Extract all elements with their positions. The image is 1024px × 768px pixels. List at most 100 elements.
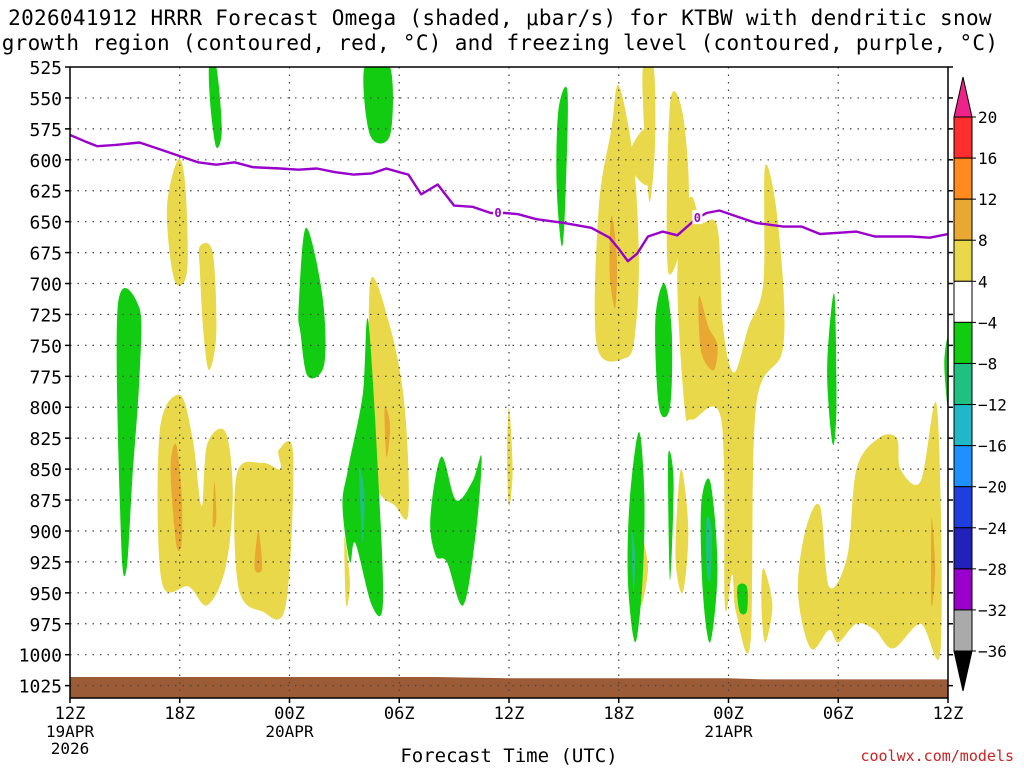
y-tick-label-825: 825: [29, 429, 62, 450]
x-tick-date-12: 20APR: [265, 722, 314, 741]
omega-region-17: [212, 481, 217, 528]
colorbar-segment-8: [953, 445, 973, 488]
omega-region-21: [698, 295, 718, 371]
y-tick-label-550: 550: [29, 89, 62, 110]
omega-region-10: [677, 164, 785, 654]
omega-region-36: [944, 337, 948, 408]
omega-region-16: [170, 443, 183, 552]
x-tick-label-12: 00Z: [274, 704, 305, 724]
colorbar-label-10: −24: [978, 519, 1007, 538]
y-tick-label-575: 575: [29, 120, 62, 141]
x-tick-label-0: 12Z: [55, 704, 86, 724]
y-axis: 525 550 575 600 625 650 675 700 725 750 775 800 825 8…: [19, 58, 953, 698]
x-tick-label-42: 06Z: [823, 704, 854, 724]
y-tick-label-775: 775: [29, 367, 62, 388]
y-tick-label-700: 700: [29, 275, 62, 296]
colorbar-segment-10: [953, 527, 973, 570]
colorbar-segment-6: [953, 362, 973, 406]
freezing-level-label-1: 0: [694, 211, 701, 225]
omega-region-28: [430, 455, 482, 606]
colorbar-label-9: −20: [978, 478, 1007, 497]
colorbar-segment-12: [953, 609, 973, 652]
omega-region-15: [797, 401, 942, 660]
colorbar-segment-0: [953, 116, 973, 159]
y-tick-label-900: 900: [29, 522, 62, 543]
omega-region-3: [234, 441, 294, 620]
x-tick-date-0: 19APR: [46, 722, 95, 741]
colorbar-segment-7: [953, 404, 973, 447]
x-tick-date-36: 21APR: [704, 722, 753, 741]
freezing-level-line: [70, 133, 948, 263]
x-tick-year-0: 2026: [51, 739, 90, 758]
credit-link[interactable]: coolwx.com/models: [860, 747, 1014, 765]
colorbar-segment-5: [953, 321, 973, 364]
omega-region-1: [198, 242, 217, 371]
omega-region-14: [761, 568, 773, 643]
colorbar-label-0: 20: [978, 108, 997, 127]
colorbar-label-6: −8: [978, 354, 997, 373]
omega-region-29: [556, 86, 568, 247]
x-tick-label-18: 06Z: [384, 704, 415, 724]
y-tick-label-650: 650: [29, 213, 62, 234]
colorbar-segment-4: [953, 280, 973, 323]
x-tick-label-48: 12Z: [933, 704, 964, 724]
omega-region-30: [627, 431, 645, 643]
colorbar: 20 16 12 8 4 −4 −8 −12 −16 −20 −24 −28 −32 −36: [953, 76, 1007, 692]
omega-region-0: [166, 158, 188, 286]
omega-region-7: [594, 84, 639, 362]
colorbar-label-3: 8: [978, 231, 988, 250]
colorbar-segment-9: [953, 486, 973, 529]
omega-region-18: [254, 531, 263, 573]
colorbar-label-2: 12: [978, 190, 997, 209]
y-tick-label-525: 525: [29, 58, 62, 79]
y-tick-label-675: 675: [29, 244, 62, 265]
omega-shading: [116, 67, 948, 660]
colorbar-label-12: −32: [978, 601, 1007, 620]
colorbar-label-1: 16: [978, 149, 997, 168]
omega-region-24: [363, 67, 393, 144]
omega-region-6: [507, 407, 513, 507]
y-tick-label-875: 875: [29, 491, 62, 512]
colorbar-label-13: −36: [978, 642, 1007, 661]
y-tick-label-1000: 1000: [19, 646, 62, 667]
colorbar-segment-3: [953, 239, 973, 282]
chart-title-line-1: 2026041912 HRRR Forecast Omega (shaded, …: [8, 6, 992, 30]
omega-region-8: [627, 128, 650, 186]
omega-region-19: [384, 406, 391, 457]
omega-region-37: [358, 467, 365, 544]
y-tick-label-925: 925: [29, 553, 62, 574]
y-tick-label-625: 625: [29, 182, 62, 203]
colorbar-label-7: −12: [978, 396, 1007, 415]
y-tick-label-950: 950: [29, 584, 62, 605]
y-tick-label-800: 800: [29, 398, 62, 419]
colorbar-label-4: 4: [978, 272, 988, 291]
x-axis-title: Forecast Time (UTC): [400, 745, 618, 767]
omega-region-31: [655, 283, 673, 418]
y-tick-label-600: 600: [29, 151, 62, 172]
y-tick-label-975: 975: [29, 615, 62, 636]
colorbar-label-5: −4: [978, 313, 997, 332]
x-tick-label-30: 18Z: [603, 704, 634, 724]
y-tick-label-750: 750: [29, 336, 62, 357]
freezing-level-label-0: 0: [494, 206, 501, 220]
x-tick-label-36: 00Z: [713, 704, 744, 724]
freezing-label-bg-1: [692, 210, 703, 225]
omega-region-4: [368, 276, 409, 520]
omega-region-26: [298, 227, 326, 379]
y-tick-label-725: 725: [29, 305, 62, 326]
colorbar-segment-11: [953, 568, 973, 611]
colorbar-top-arrow: [953, 76, 973, 118]
omega-region-38: [705, 516, 713, 583]
colorbar-segment-1: [953, 157, 973, 200]
y-tick-label-1025: 1025: [19, 677, 62, 698]
freezing-label-bg-0: [493, 204, 504, 219]
colorbar-bottom-arrow: [953, 650, 973, 692]
colorbar-label-11: −28: [978, 560, 1007, 579]
y-tick-label-850: 850: [29, 460, 62, 481]
x-tick-label-24: 12Z: [494, 704, 525, 724]
omega-region-34: [737, 583, 748, 615]
omega-region-5: [344, 536, 350, 607]
